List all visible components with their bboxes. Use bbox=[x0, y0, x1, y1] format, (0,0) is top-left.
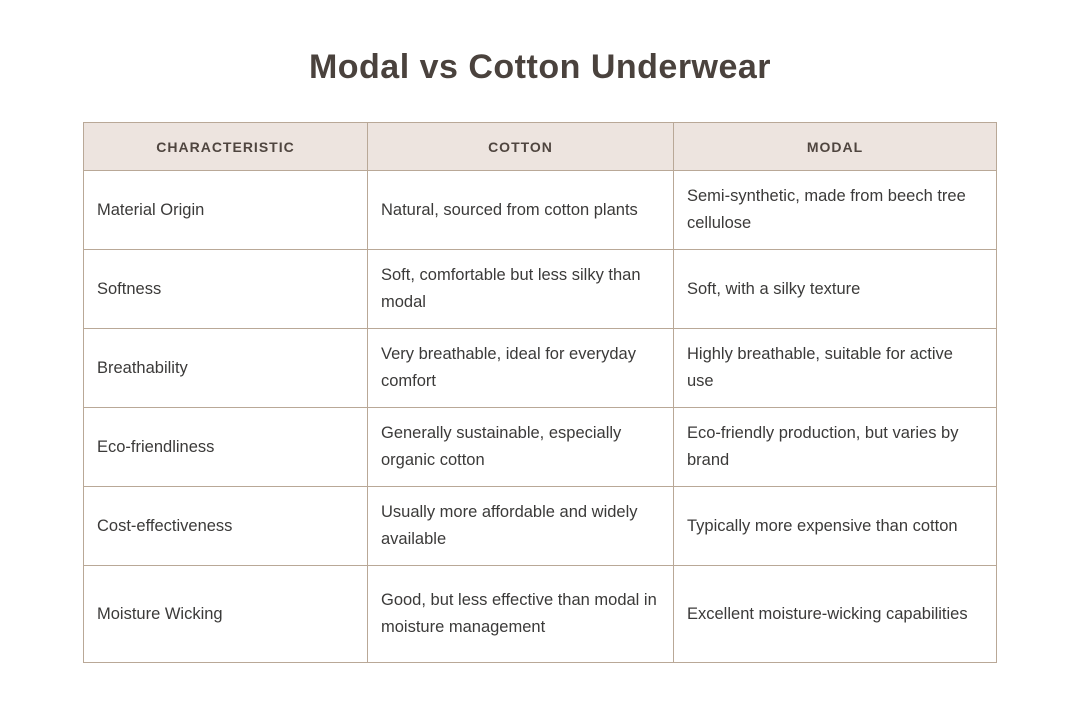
cell-cotton: Usually more affordable and widely avail… bbox=[367, 486, 674, 566]
column-header-cotton: COTTON bbox=[367, 122, 674, 171]
cell-modal: Semi-synthetic, made from beech tree cel… bbox=[673, 170, 997, 250]
cell-cotton: Generally sustainable, especially organi… bbox=[367, 407, 674, 487]
cell-modal: Excellent moisture-wicking capabilities bbox=[673, 565, 997, 663]
cell-characteristic: Breathability bbox=[83, 328, 368, 408]
cell-modal: Soft, with a silky texture bbox=[673, 249, 997, 329]
table-row: Softness Soft, comfortable but less silk… bbox=[83, 249, 997, 329]
cell-characteristic: Moisture Wicking bbox=[83, 565, 368, 663]
cell-characteristic: Cost-effectiveness bbox=[83, 486, 368, 566]
table-header: CHARACTERISTIC COTTON MODAL bbox=[83, 122, 997, 171]
cell-cotton: Good, but less effective than modal in m… bbox=[367, 565, 674, 663]
table-body: Material Origin Natural, sourced from co… bbox=[83, 170, 997, 663]
column-header-characteristic: CHARACTERISTIC bbox=[83, 122, 368, 171]
page-title: Modal vs Cotton Underwear bbox=[308, 48, 772, 86]
table-row: Eco-friendliness Generally sustainable, … bbox=[83, 407, 997, 487]
cell-characteristic: Material Origin bbox=[83, 170, 368, 250]
cell-modal: Eco-friendly production, but varies by b… bbox=[673, 407, 997, 487]
cell-cotton: Natural, sourced from cotton plants bbox=[367, 170, 674, 250]
cell-characteristic: Softness bbox=[83, 249, 368, 329]
comparison-table: CHARACTERISTIC COTTON MODAL Material Ori… bbox=[83, 122, 997, 663]
cell-modal: Highly breathable, suitable for active u… bbox=[673, 328, 997, 408]
cell-cotton: Soft, comfortable but less silky than mo… bbox=[367, 249, 674, 329]
table-row: Cost-effectiveness Usually more affordab… bbox=[83, 486, 997, 566]
cell-cotton: Very breathable, ideal for everyday comf… bbox=[367, 328, 674, 408]
table-row: Breathability Very breathable, ideal for… bbox=[83, 328, 997, 408]
header-row: CHARACTERISTIC COTTON MODAL bbox=[83, 122, 997, 171]
page: Modal vs Cotton Underwear CHARACTERISTIC… bbox=[0, 48, 1080, 720]
cell-modal: Typically more expensive than cotton bbox=[673, 486, 997, 566]
column-header-modal: MODAL bbox=[673, 122, 997, 171]
cell-characteristic: Eco-friendliness bbox=[83, 407, 368, 487]
table-row: Moisture Wicking Good, but less effectiv… bbox=[83, 565, 997, 663]
table-row: Material Origin Natural, sourced from co… bbox=[83, 170, 997, 250]
